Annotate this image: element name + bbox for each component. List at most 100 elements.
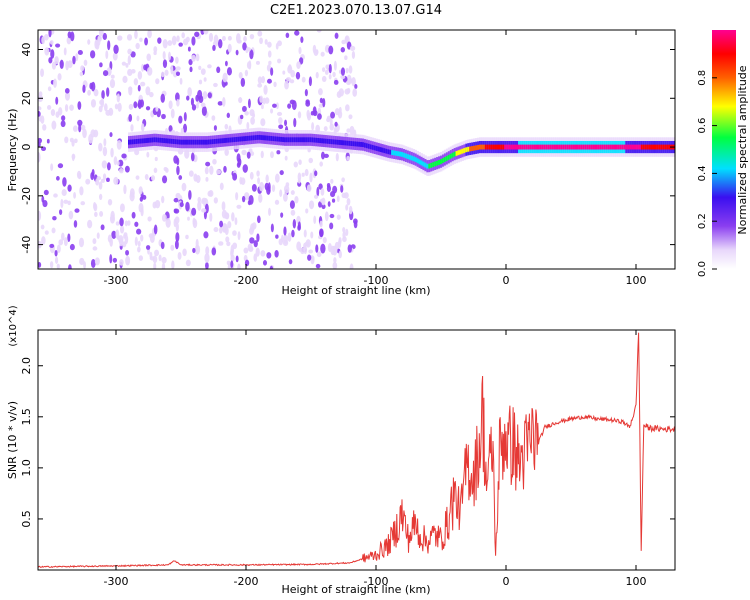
spectrogram-cell (200, 68, 206, 75)
spectrogram-cell (562, 144, 566, 150)
spectrogram-cell (345, 67, 349, 74)
spectrogram-cell (324, 138, 328, 144)
spectrogram-cell (324, 211, 329, 222)
spectrogram-cell (179, 77, 183, 85)
spectrogram-cell (152, 255, 158, 264)
spectrogram-cell (119, 259, 124, 266)
spectrogram-cell (260, 250, 266, 257)
spectrogram-cell (251, 222, 257, 230)
spectrogram-cell (280, 136, 283, 142)
spectrogram-cell (288, 64, 292, 71)
spectrogram-cell (171, 260, 175, 269)
spectrogram-cell (241, 195, 246, 203)
spectrogram-cell (326, 138, 330, 144)
spectrogram-cell (539, 144, 542, 150)
spectrogram-cell (329, 118, 333, 126)
spectrogram-cell (617, 144, 620, 150)
spectrogram-cell (237, 157, 242, 167)
spectrogram-cell (547, 144, 550, 150)
spectrogram-cell (168, 100, 173, 110)
spectrogram-cell (341, 177, 345, 183)
spectrogram-cell (162, 51, 166, 60)
spectrogram-cell (63, 237, 68, 247)
spectrogram-cell (371, 144, 375, 150)
spectrogram-cell (155, 137, 158, 143)
spectrogram-cell (186, 139, 189, 145)
spectrogram-cell (106, 162, 111, 171)
spectrogram-cell (230, 260, 234, 268)
spectrogram-cell (274, 136, 277, 142)
spectrogram-cell (282, 137, 285, 143)
spectrogram-cell (57, 73, 62, 81)
spectrogram-cell (510, 144, 513, 150)
spectrogram-cell (227, 221, 232, 229)
spectrogram-cell (188, 170, 194, 177)
spectrogram-cell (191, 207, 197, 216)
spectrogram-cell (140, 234, 144, 242)
spectrogram-cell (418, 159, 421, 165)
spectrogram-cell (249, 49, 254, 60)
spectrogram-cell (67, 184, 72, 192)
spectrogram-cell (277, 58, 282, 64)
spectrogram-cell (205, 261, 209, 269)
spectrogram-cell (353, 220, 358, 229)
snr-x-label: Height of straight line (km) (281, 583, 430, 596)
spectrogram-cell (218, 38, 223, 49)
spectrogram-cell (114, 103, 119, 110)
spectrogram-cell (253, 253, 258, 262)
spectrogram-cell (216, 169, 222, 175)
spectrogram-cell (330, 178, 334, 184)
spectrogram-cell (102, 173, 107, 181)
spectrogram-cell (535, 144, 538, 150)
snr-y-ticks: 0.5 1.0 1.5 2.0 (20, 357, 675, 528)
y-tick-label: 0 (20, 144, 33, 151)
spectrogram-cell (459, 149, 462, 155)
spectrogram-cell (443, 157, 447, 162)
spectrogram-cell (289, 200, 295, 209)
spectrogram-cell (278, 136, 281, 142)
spectrogram-cell (270, 67, 274, 76)
spectrogram-cell (170, 108, 175, 119)
spectrogram-cell (49, 243, 55, 248)
spectrogram-cell (125, 255, 131, 266)
spectrogram-cell (251, 184, 257, 192)
spectrogram-cell (580, 144, 583, 150)
spectrogram-cell (328, 45, 334, 55)
spectrogram-cell (209, 165, 214, 175)
spectrogram-cell (154, 249, 160, 257)
spectrogram-cell (543, 144, 546, 150)
spectrogram-cell (141, 63, 145, 72)
spectrogram-cell (430, 162, 433, 168)
spectrogram-cell (77, 101, 82, 110)
spectrogram-cell (209, 139, 213, 145)
spectrogram-cell (73, 192, 77, 199)
spectrogram-cell (94, 39, 99, 49)
spectrogram-cell (61, 189, 67, 196)
spectrogram-cell (245, 47, 252, 52)
spectrogram-cell (238, 72, 243, 79)
spectrogram-cell (428, 163, 431, 169)
x-tick-label: -100 (364, 575, 389, 588)
spectrogram-cell (178, 175, 183, 180)
x-tick-label: -200 (234, 575, 259, 588)
spectrogram-cell (422, 161, 425, 167)
spectrogram-cell (226, 112, 231, 118)
spectrogram-cell (648, 144, 652, 150)
spectrogram-cell (311, 137, 314, 143)
spectrogram-cell (502, 144, 505, 150)
spectrogram-cell (426, 163, 429, 169)
spectrogram-cell (506, 144, 509, 150)
colorbar-tick-label: 0.2 (697, 213, 708, 229)
spectrogram-cell (284, 119, 288, 127)
spectrogram-cell (139, 99, 144, 108)
spectrogram-cell (576, 144, 579, 150)
spectrogram-cell (613, 144, 616, 150)
spectrogram-cell (98, 30, 104, 37)
spectrogram-cell (202, 91, 208, 100)
spectrogram-cell (211, 139, 215, 145)
spectrogram-cell (568, 144, 572, 150)
spectrogram-cell (172, 139, 176, 144)
spectrogram-cell (664, 144, 667, 150)
spectrogram-cell (537, 144, 540, 150)
spectrogram-cell (161, 175, 168, 184)
